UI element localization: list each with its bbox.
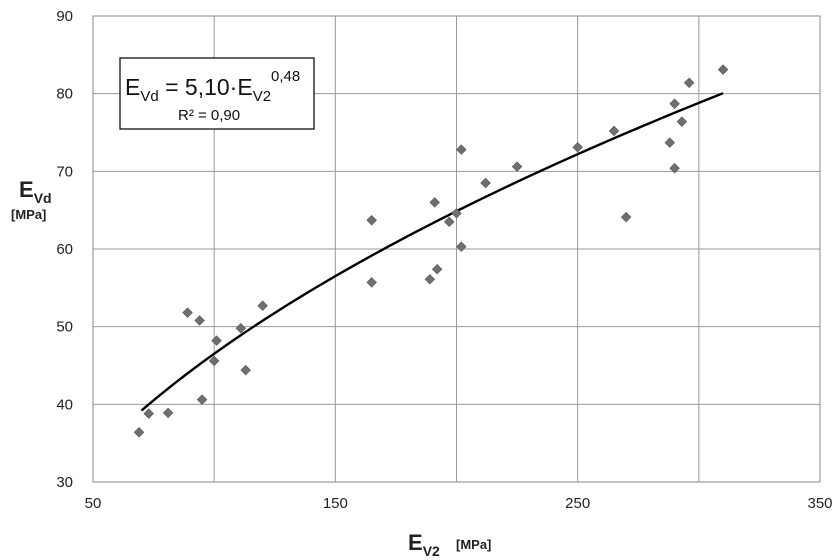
data-point (208, 355, 220, 367)
x-tick-label: 250 (565, 495, 590, 512)
data-point (572, 142, 583, 153)
eq-equals: = 5,10·E (159, 74, 253, 100)
x-tick-label: 150 (323, 495, 348, 512)
eq-lhs-main: E (125, 74, 140, 100)
data-point (669, 98, 680, 109)
data-point (444, 216, 455, 228)
x-axis-unit: [MPa] (456, 537, 491, 552)
data-point (162, 407, 174, 419)
data-point (133, 427, 145, 438)
eq-exponent: 0,48 (271, 68, 300, 85)
trendline (140, 92, 724, 412)
equation-box: EVd = 5,10·EV20,48 R² = 0,90 (119, 57, 315, 130)
data-point (608, 125, 620, 137)
data-point (424, 274, 436, 285)
x-axis-label: EV2 [MPa] (408, 530, 491, 559)
data-point (240, 364, 251, 376)
data-point (257, 300, 268, 311)
x-axis-title-sub: V2 (423, 543, 440, 559)
data-point (211, 335, 222, 346)
y-tick-label: 90 (56, 8, 73, 25)
x-tick-label: 50 (85, 495, 102, 512)
data-point (683, 77, 695, 89)
data-point (431, 263, 443, 275)
y-axis-title-sub: Vd (34, 190, 52, 206)
y-tick-label: 60 (56, 241, 73, 258)
eq-rhs-sub: V2 (253, 88, 271, 105)
data-point (451, 208, 462, 219)
y-axis-title-main: E (19, 177, 34, 202)
regression-equation: EVd = 5,10·EV20,48 (125, 68, 300, 105)
data-point (196, 394, 208, 405)
data-point (366, 277, 377, 288)
data-point (717, 64, 729, 75)
data-point (620, 211, 632, 223)
data-point (235, 322, 247, 334)
data-point (664, 137, 675, 148)
data-point (511, 161, 523, 172)
data-point (676, 116, 688, 127)
tick-labels: 50 150 250 350 30 40 50 60 70 80 90 (56, 8, 832, 512)
eq-lhs-sub: Vd (140, 88, 158, 105)
data-point (456, 144, 467, 155)
data-points (133, 64, 729, 438)
y-tick-label: 80 (56, 86, 73, 103)
x-axis-title-main: E (408, 530, 423, 555)
x-axis-title: EV2 (408, 530, 440, 559)
data-point (669, 163, 680, 174)
data-point (480, 177, 491, 189)
y-tick-label: 70 (56, 163, 73, 180)
data-point (194, 315, 205, 326)
data-point (143, 408, 154, 419)
y-tick-label: 30 (56, 474, 73, 491)
y-tick-label: 40 (56, 396, 73, 413)
equation-box-frame (119, 57, 315, 130)
y-axis-title: EVd (19, 177, 52, 206)
y-tick-label: 50 (56, 319, 73, 336)
y-axis-label: EVd [MPa] (11, 177, 52, 222)
x-tick-label: 350 (807, 495, 832, 512)
data-point (429, 197, 440, 208)
data-point (366, 215, 377, 226)
data-point (182, 307, 193, 318)
y-axis-unit: [MPa] (11, 207, 46, 222)
data-point (456, 241, 467, 252)
r-squared-label: R² = 0,90 (178, 107, 240, 124)
